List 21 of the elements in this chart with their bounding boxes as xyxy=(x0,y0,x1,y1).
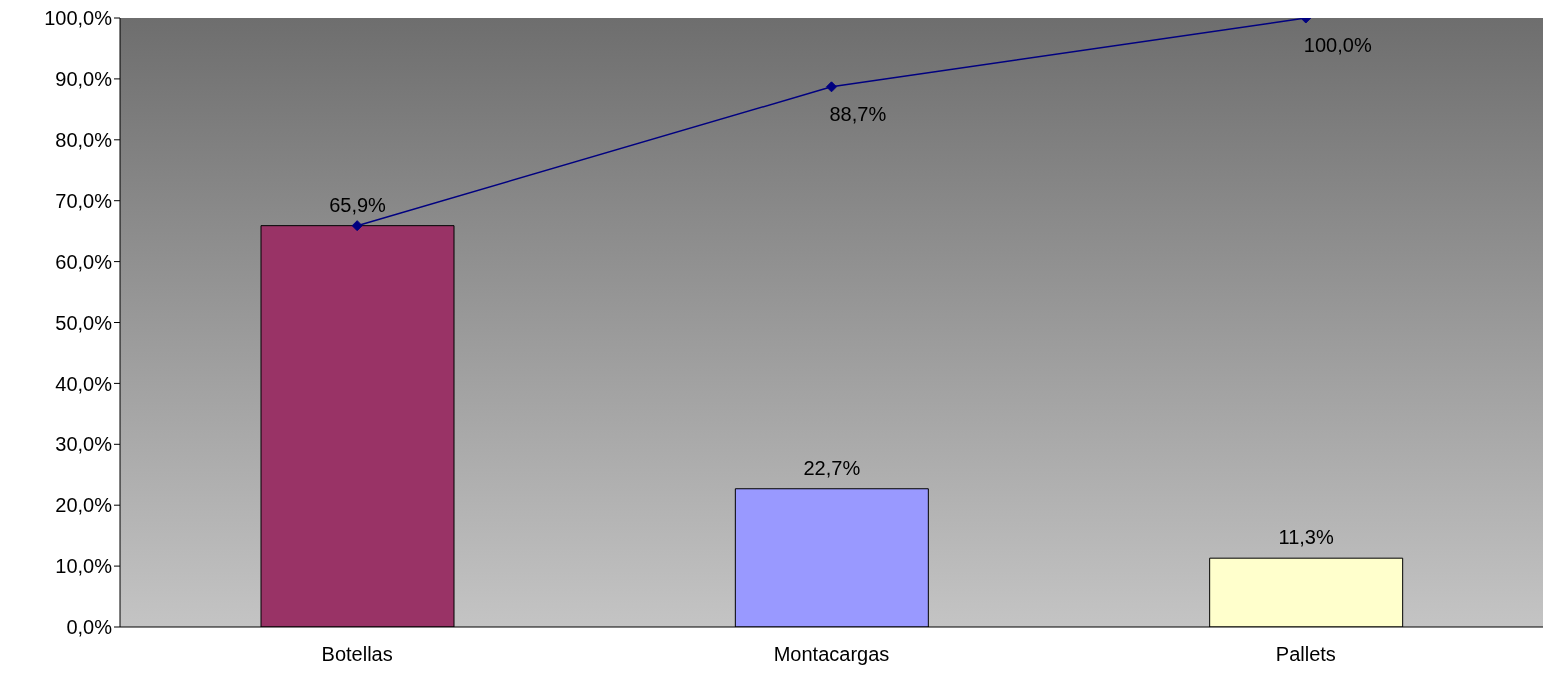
y-tick-label: 100,0% xyxy=(44,7,113,30)
y-tick-label: 10,0% xyxy=(55,555,113,578)
data-label: 11,3% xyxy=(1278,526,1334,549)
y-tick-label: 50,0% xyxy=(55,311,113,334)
y-tick-label: 0,0% xyxy=(66,616,113,639)
x-tick-label: Pallets xyxy=(1275,643,1336,666)
y-tick-label: 70,0% xyxy=(55,189,113,212)
point xyxy=(351,220,363,232)
y-tick-label: 90,0% xyxy=(55,68,113,90)
y-tick-label: 30,0% xyxy=(55,433,113,456)
point xyxy=(826,81,837,93)
data-label: 100,0% xyxy=(1303,34,1372,56)
y-tick-label: 20,0% xyxy=(55,494,113,517)
y-tick-label: 40,0% xyxy=(55,372,113,395)
data-label: 88,7% xyxy=(829,102,887,125)
x-tick-label: Botellas xyxy=(321,643,393,666)
data-label: 22,7% xyxy=(803,456,861,479)
data-label: 65,9% xyxy=(329,193,387,216)
y-tick-label: 80,0% xyxy=(55,128,113,151)
y-tick-label: 60,0% xyxy=(55,250,113,273)
x-tick-label: Montacargas xyxy=(773,643,890,666)
